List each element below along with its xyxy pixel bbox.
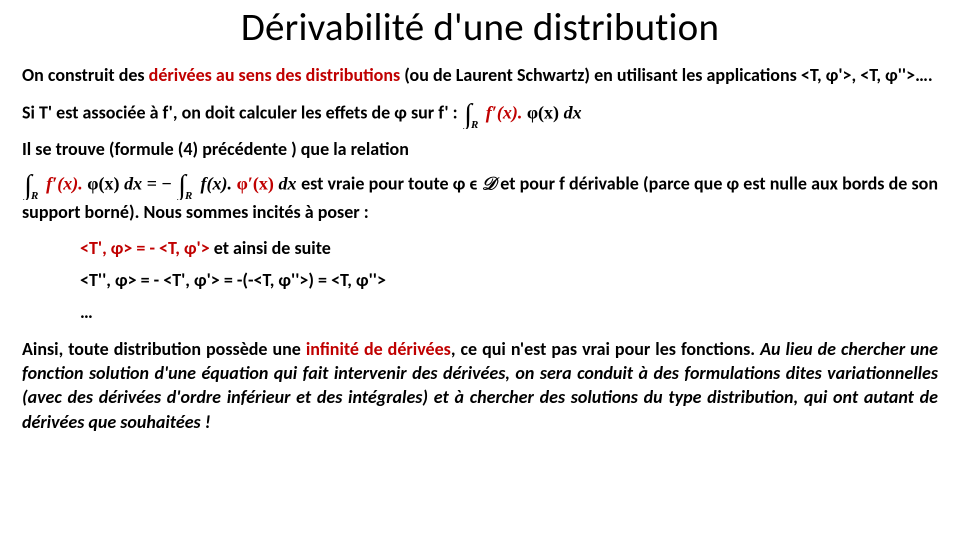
integral-1: ∫R — [462, 99, 482, 129]
integral-lhs: ∫R — [22, 170, 42, 200]
highlight-infinite: infinité de dérivées — [306, 338, 451, 360]
paragraph-relation: ∫R f′(x). φ(x) dx = − ∫R f(x). φ′(x) dx … — [22, 170, 938, 224]
definition-ellipsis: … — [22, 300, 938, 324]
math-lhs-f: f′(x). — [46, 173, 87, 193]
math-rhs-dx: dx — [279, 173, 302, 193]
integral-symbol-icon: ∫R — [22, 170, 42, 200]
math-phi: φ(x) — [527, 103, 564, 123]
paragraph-effets: Si T' est associée à f', on doit calcule… — [22, 99, 938, 129]
text: et ainsi de suite — [214, 237, 331, 259]
text: est vraie pour toute φ ϵ — [301, 172, 482, 194]
svg-text:R: R — [470, 119, 478, 129]
integral-symbol-icon: ∫R — [462, 99, 482, 129]
integral-rhs: ∫R — [176, 170, 196, 200]
math-lhs-dx: dx — [124, 173, 147, 193]
math-eq: = − — [147, 173, 177, 193]
svg-text:R: R — [184, 190, 192, 200]
text: Si T' est associée à f', on doit calcule… — [22, 102, 462, 124]
integral-symbol-icon: ∫R — [176, 170, 196, 200]
definition-line-1: <T', φ> = - <T, φ'> et ainsi de suite — [22, 236, 938, 260]
math-rhs-phi: φ′(x) — [237, 173, 279, 193]
math-rhs-f: f(x). — [201, 173, 237, 193]
math-lhs-phi: φ(x) — [87, 173, 124, 193]
definition-tprime: <T', φ> = - <T, φ'> — [80, 237, 214, 259]
paragraph-conclusion: Ainsi, toute distribution possède une in… — [22, 337, 938, 434]
math-fprime: f′(x). — [486, 103, 527, 123]
highlight-derivees: dérivées au sens des distributions — [149, 64, 405, 86]
text: (ou de Laurent Schwartz) en utilisant le… — [404, 64, 932, 86]
slide-title: Dérivabilité d'une distribution — [22, 4, 938, 51]
svg-text:R: R — [30, 190, 38, 200]
text: , ce qui n'est pas vrai pour les fonctio… — [451, 338, 760, 360]
paragraph-intro: On construit des dérivées au sens des di… — [22, 63, 938, 87]
slide: Dérivabilité d'une distribution On const… — [0, 0, 960, 540]
definition-line-2: <T'', φ> = - <T', φ'> = -(-<T, φ''>) = <… — [22, 268, 938, 292]
math-script-D: 𝒟 — [482, 173, 496, 193]
text: On construit des — [22, 64, 149, 86]
paragraph-relation-intro: Il se trouve (formule (4) précédente ) q… — [22, 137, 938, 161]
text: Ainsi, toute distribution possède une — [22, 338, 306, 360]
math-dx: dx — [564, 103, 582, 123]
